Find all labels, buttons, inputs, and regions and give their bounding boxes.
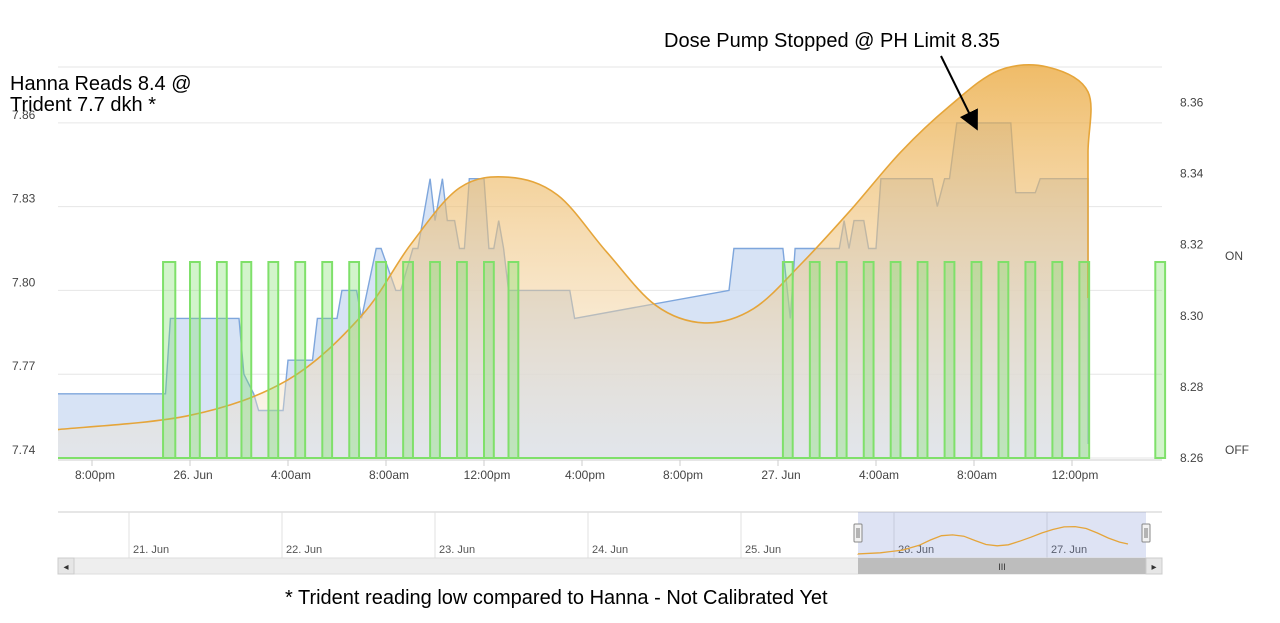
y-right-tick-3: 8.32 bbox=[1180, 238, 1204, 252]
annotation-hanna-line2: Trident 7.7 dkh * bbox=[10, 94, 156, 116]
y-axis-right: 8.26 8.28 8.30 8.32 8.34 8.36 bbox=[1180, 96, 1204, 465]
dose-pulse-7 bbox=[348, 261, 361, 459]
x-tick-label-3: 8:00am bbox=[369, 468, 409, 482]
nav-tick-label-2: 23. Jun bbox=[439, 544, 475, 556]
y-axis-left: 7.74 7.77 7.80 7.83 7.86 bbox=[12, 108, 36, 457]
x-tick-label-6: 8:00pm bbox=[663, 468, 703, 482]
ph-series bbox=[57, 64, 1092, 458]
nav-tick-label-0: 21. Jun bbox=[133, 544, 169, 556]
dose-pulse-20 bbox=[943, 261, 956, 459]
dose-pulse-14 bbox=[781, 261, 794, 459]
x-tick-label-7: 27. Jun bbox=[761, 468, 800, 482]
dose-pulse-23 bbox=[1024, 261, 1037, 459]
dose-pulse-1 bbox=[189, 261, 201, 459]
dose-pulse-0 bbox=[162, 261, 177, 459]
dose-pulse-24 bbox=[1051, 261, 1064, 459]
dose-pulse-21 bbox=[970, 261, 983, 459]
dose-pulse-22 bbox=[997, 261, 1010, 459]
dose-pulse-15 bbox=[808, 261, 821, 459]
scrollbar-right-button[interactable] bbox=[1145, 557, 1163, 575]
annotation-arrow bbox=[940, 55, 978, 131]
y-right-tick-1: 8.28 bbox=[1180, 380, 1204, 394]
navigator[interactable]: 21. Jun 22. Jun 23. Jun 24. Jun 25. Jun 26. J… bbox=[58, 511, 1162, 558]
dose-pulse-6 bbox=[321, 261, 334, 459]
y-state-tick-on: ON bbox=[1225, 249, 1243, 263]
dose-pulse-11 bbox=[456, 261, 468, 459]
x-tick-label-1: 26. Jun bbox=[173, 468, 212, 482]
scrollbar-left-arrow-icon: ◂ bbox=[63, 562, 68, 573]
x-tick-label-2: 4:00am bbox=[271, 468, 311, 482]
x-tick-label-8: 4:00am bbox=[859, 468, 899, 482]
dose-pulse-3 bbox=[240, 261, 253, 459]
x-tick-label-9: 8:00am bbox=[957, 468, 997, 482]
scrollbar-right-arrow-icon: ▸ bbox=[1151, 562, 1156, 573]
y-left-tick-4: 7.86 bbox=[12, 108, 36, 122]
dose-pulse-17 bbox=[862, 261, 875, 459]
dose-pulse-5 bbox=[294, 261, 307, 459]
dose-pulse-16 bbox=[835, 261, 848, 459]
dose-pulse-8 bbox=[375, 261, 388, 459]
navigator-mini-series bbox=[857, 525, 1129, 555]
dose-pulse-25 bbox=[1078, 261, 1091, 459]
dose-pulse-18 bbox=[889, 261, 902, 459]
dose-pulse-12 bbox=[483, 261, 495, 459]
x-tick-label-5: 4:00pm bbox=[565, 468, 605, 482]
y-left-tick-2: 7.80 bbox=[12, 275, 36, 289]
nav-tick-label-1: 22. Jun bbox=[286, 544, 322, 556]
x-axis: 8:00pm 26. Jun 4:00am 8:00am 12:00pm 4:00pm 8:… bbox=[75, 460, 1098, 482]
dose-pulse-2 bbox=[215, 261, 228, 459]
dose-pulse-10 bbox=[429, 261, 441, 459]
dose-pulse-9 bbox=[402, 261, 414, 459]
ph-area bbox=[58, 64, 1092, 458]
dose-pulse-26 bbox=[1154, 261, 1167, 459]
scrollbar[interactable]: ◂ III ▸ bbox=[57, 557, 1163, 575]
y-left-tick-0: 7.74 bbox=[12, 443, 36, 457]
dose-pulse-13 bbox=[507, 261, 520, 459]
dose-pump-series bbox=[58, 261, 1167, 459]
scrollbar-thumb-grip: III bbox=[998, 562, 1006, 572]
navigator-handle-left[interactable] bbox=[853, 523, 863, 543]
navigator-handle-right[interactable] bbox=[1141, 523, 1151, 543]
scrollbar-thumb[interactable] bbox=[858, 558, 1146, 574]
x-tick-label-4: 12:00pm bbox=[464, 468, 511, 482]
footnote: * Trident reading low compared to Hanna … bbox=[285, 587, 828, 609]
dose-pulse-4 bbox=[267, 261, 280, 459]
ph-line bbox=[57, 64, 1092, 431]
annotation-dose-pump-stopped: Dose Pump Stopped @ PH Limit 8.35 bbox=[664, 30, 1000, 52]
nav-tick-label-5: 26. Jun bbox=[898, 544, 934, 556]
y-state-tick-off: OFF bbox=[1225, 443, 1249, 457]
scrollbar-left-button[interactable] bbox=[57, 557, 75, 575]
nav-tick-label-6: 27. Jun bbox=[1051, 544, 1087, 556]
y-right-tick-5: 8.36 bbox=[1180, 96, 1204, 110]
nav-tick-label-4: 25. Jun bbox=[745, 544, 781, 556]
x-tick-label-10: 12:00pm bbox=[1052, 468, 1099, 482]
y-right-tick-0: 8.26 bbox=[1180, 451, 1204, 465]
dose-pulse-19 bbox=[916, 261, 929, 459]
annotation-hanna-line1: Hanna Reads 8.4 @ bbox=[10, 73, 192, 95]
y-left-tick-3: 7.83 bbox=[12, 192, 36, 206]
x-tick-label-0: 8:00pm bbox=[75, 468, 115, 482]
nav-tick-label-3: 24. Jun bbox=[592, 544, 628, 556]
y-axis-state: OFF ON bbox=[1225, 249, 1249, 457]
navigator-selection[interactable] bbox=[858, 512, 1146, 558]
y-left-tick-1: 7.77 bbox=[12, 359, 36, 373]
navigator-ticks: 21. Jun 22. Jun 23. Jun 24. Jun 25. Jun 26. J… bbox=[128, 512, 1087, 558]
y-right-tick-4: 8.34 bbox=[1180, 167, 1204, 181]
y-right-tick-2: 8.30 bbox=[1180, 309, 1204, 323]
